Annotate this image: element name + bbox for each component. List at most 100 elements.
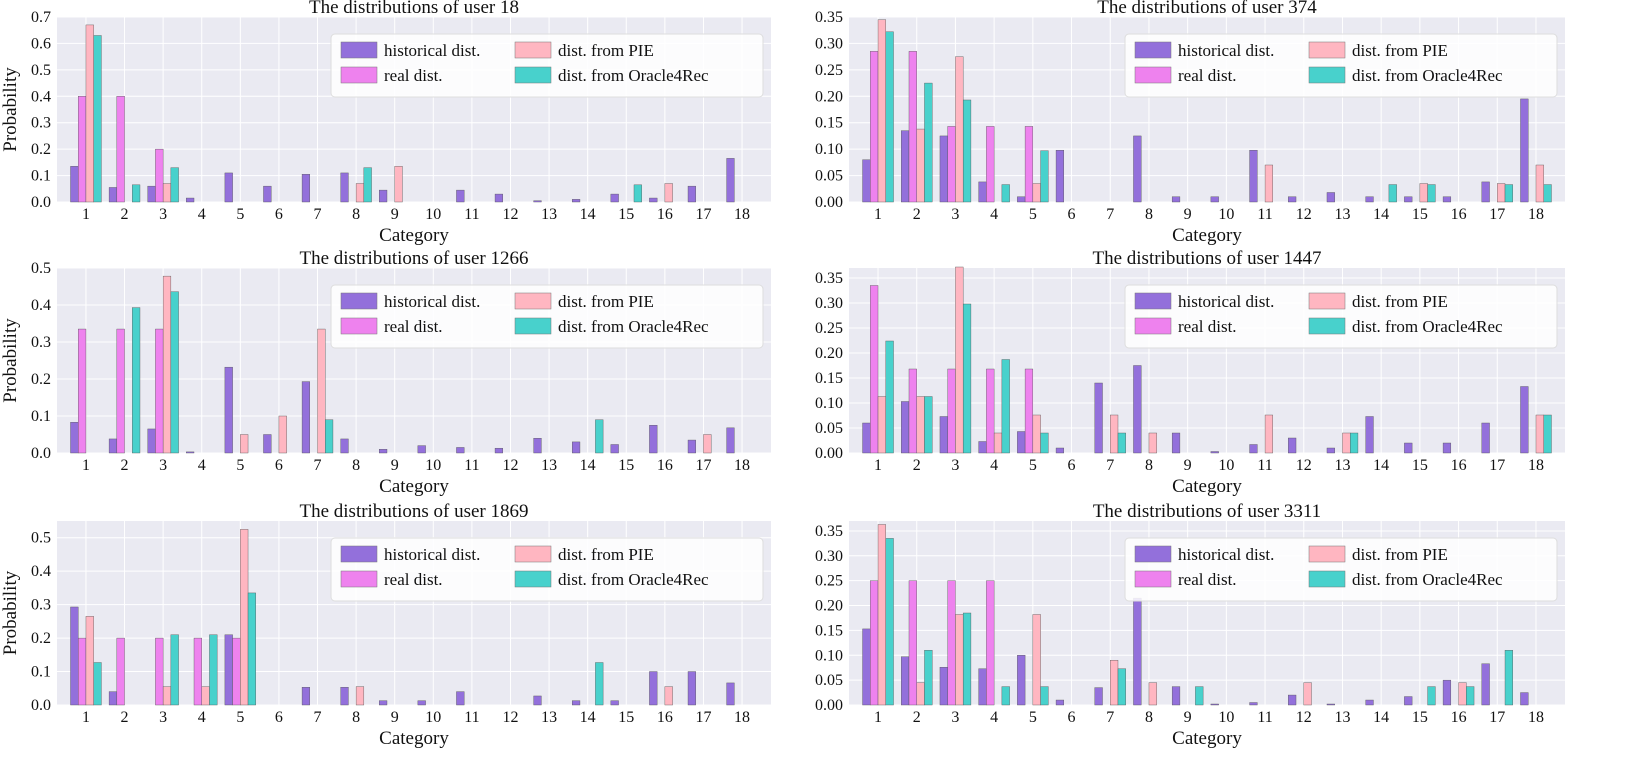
bar-historical-cat-18 bbox=[726, 427, 735, 454]
bar-historical-cat-13 bbox=[1326, 447, 1335, 454]
bar-historical-cat-8 bbox=[340, 438, 349, 454]
bar-historical-cat-3 bbox=[939, 667, 948, 706]
y-tick-label: 0.00 bbox=[815, 445, 843, 462]
legend-label: historical dist. bbox=[1178, 41, 1274, 60]
bar-oracle-cat-5 bbox=[247, 592, 256, 706]
bar-historical-cat-6 bbox=[263, 185, 272, 203]
y-tick-label: 0.7 bbox=[31, 9, 51, 26]
bar-oracle-cat-2 bbox=[924, 650, 933, 706]
legend-box bbox=[330, 284, 764, 349]
bar-historical-cat-17 bbox=[1481, 181, 1490, 203]
y-tick-label: 0.25 bbox=[815, 62, 843, 79]
legend-swatch-historical bbox=[1134, 41, 1172, 59]
y-tick-label: 0.10 bbox=[815, 647, 843, 664]
x-tick-label: 2 bbox=[913, 457, 921, 474]
legend-swatch-real bbox=[1134, 66, 1172, 84]
y-tick-label: 0.5 bbox=[31, 62, 51, 79]
x-tick-label: 4 bbox=[990, 457, 998, 474]
bar-historical-cat-14 bbox=[1365, 416, 1374, 454]
y-tick-label: 0.15 bbox=[815, 370, 843, 387]
chart-title: The distributions of user 1266 bbox=[299, 248, 528, 269]
legend-label: real dist. bbox=[1178, 570, 1237, 589]
x-tick-label: 9 bbox=[1184, 709, 1192, 726]
bar-historical-cat-17 bbox=[1481, 422, 1490, 454]
x-tick-label: 9 bbox=[1184, 206, 1192, 223]
bar-historical-cat-15 bbox=[610, 444, 619, 454]
x-tick-label: 3 bbox=[159, 457, 167, 474]
y-tick-label: 0.5 bbox=[31, 530, 51, 547]
x-tick-label: 6 bbox=[275, 709, 283, 726]
bar-oracle-cat-15 bbox=[1427, 686, 1436, 706]
bar-oracle-cat-18 bbox=[1543, 184, 1552, 203]
bar-pie-cat-7 bbox=[1110, 660, 1119, 706]
y-axis-label: Probability bbox=[0, 318, 21, 403]
bar-oracle-cat-15 bbox=[633, 184, 642, 203]
bar-real-cat-3 bbox=[947, 368, 956, 454]
x-tick-label: 13 bbox=[541, 457, 557, 474]
bar-real-cat-2 bbox=[908, 368, 917, 454]
x-tick-label: 17 bbox=[695, 457, 711, 474]
x-tick-label: 1 bbox=[874, 457, 882, 474]
bar-pie-cat-3 bbox=[162, 275, 172, 454]
bar-pie-cat-7 bbox=[317, 328, 326, 454]
bar-pie-cat-16 bbox=[1458, 682, 1467, 706]
x-tick-label: 3 bbox=[951, 709, 959, 726]
bar-historical-cat-16 bbox=[649, 425, 658, 454]
y-axis-label: Probability bbox=[0, 570, 21, 655]
bar-oracle-cat-18 bbox=[1543, 414, 1552, 454]
x-tick-label: 12 bbox=[502, 206, 518, 223]
bar-real-cat-2 bbox=[116, 96, 125, 203]
y-tick-label: 0.1 bbox=[31, 408, 51, 425]
legend-box bbox=[330, 537, 764, 602]
x-tick-label: 6 bbox=[1068, 206, 1076, 223]
bar-historical-cat-2 bbox=[901, 130, 910, 203]
bar-historical-cat-18 bbox=[726, 158, 735, 203]
legend-label: dist. from PIE bbox=[1352, 545, 1448, 564]
x-tick-label: 7 bbox=[1106, 709, 1114, 726]
bar-historical-cat-17 bbox=[687, 185, 696, 203]
x-tick-label: 5 bbox=[1029, 457, 1037, 474]
bar-historical-cat-11 bbox=[1249, 702, 1258, 706]
y-tick-label: 0.10 bbox=[815, 141, 843, 158]
bar-historical-cat-5 bbox=[224, 172, 233, 203]
chart-panel-5: 0.00.10.20.30.40.51 2 3 4 5 6 7 8 9 10 11 12 13 14 15 1… bbox=[0, 501, 771, 749]
bar-real-cat-1 bbox=[870, 51, 879, 203]
legend-label: dist. from Oracle4Rec bbox=[558, 570, 709, 589]
legend-swatch-historical bbox=[340, 545, 378, 563]
bar-pie-cat-5 bbox=[1032, 183, 1041, 203]
legend-label: dist. from PIE bbox=[1352, 41, 1448, 60]
legend-label: dist. from Oracle4Rec bbox=[558, 317, 709, 336]
bar-historical-cat-2 bbox=[108, 187, 118, 203]
x-tick-label: 3 bbox=[159, 206, 167, 223]
bar-oracle-cat-17 bbox=[1504, 184, 1513, 203]
x-tick-label: 10 bbox=[1218, 457, 1234, 474]
x-tick-label: 7 bbox=[314, 457, 322, 474]
y-tick-label: 0.05 bbox=[815, 168, 843, 185]
bar-oracle-cat-1 bbox=[93, 662, 102, 706]
bar-real-cat-2 bbox=[116, 328, 125, 454]
bar-real-cat-1 bbox=[870, 580, 879, 706]
bar-pie-cat-11 bbox=[1264, 164, 1273, 203]
bar-real-cat-5 bbox=[232, 637, 241, 706]
x-tick-label: 5 bbox=[236, 206, 244, 223]
bar-oracle-cat-4 bbox=[209, 634, 218, 706]
legend-box bbox=[1124, 33, 1558, 98]
bar-real-cat-3 bbox=[947, 126, 956, 203]
bar-oracle-cat-3 bbox=[170, 634, 179, 706]
bar-historical-cat-3 bbox=[939, 416, 948, 454]
bar-oracle-cat-14 bbox=[595, 662, 604, 706]
y-tick-label: 0.4 bbox=[31, 88, 51, 105]
bar-pie-cat-4 bbox=[201, 686, 210, 706]
bar-real-cat-3 bbox=[155, 328, 164, 454]
legend-swatch-historical bbox=[1134, 545, 1172, 563]
bar-historical-cat-4 bbox=[186, 197, 195, 203]
x-tick-label: 2 bbox=[913, 709, 921, 726]
bar-pie-cat-12 bbox=[1303, 682, 1312, 706]
chart-panel-6: 0.000.050.100.150.200.250.300.351 2 3 4 5 6 7 8… bbox=[815, 501, 1565, 749]
bar-historical-cat-14 bbox=[572, 441, 581, 454]
bar-historical-cat-4 bbox=[978, 668, 987, 706]
x-tick-label: 11 bbox=[464, 709, 479, 726]
bar-historical-cat-13 bbox=[533, 695, 542, 706]
bar-pie-cat-8 bbox=[355, 686, 365, 706]
y-tick-label: 0.3 bbox=[31, 115, 51, 132]
